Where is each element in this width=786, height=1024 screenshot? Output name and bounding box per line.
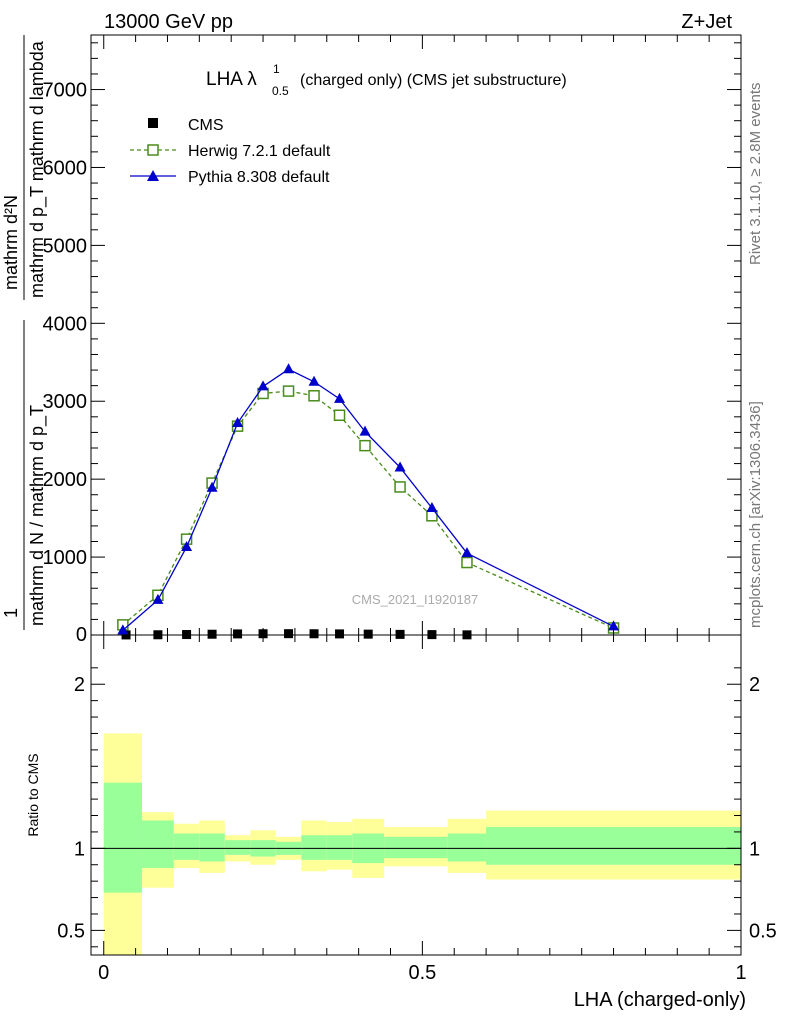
ratio-band-green (384, 836, 416, 859)
cms-point (363, 629, 373, 639)
ratio-ytick-label-right: 2 (749, 674, 760, 696)
pythia-point (181, 540, 193, 551)
ratio-panel: 0.5 0.51 12 2 0 0.5 1 Ratio to CMS LHA (charg… (25, 634, 777, 1011)
main-ytick-label: 4000 (43, 313, 88, 335)
pythia-point (308, 375, 320, 386)
herwig-point (333, 409, 346, 422)
plot-title: LHA λ 1 0.5 (charged only) (CMS jet subs… (206, 62, 567, 98)
pythia-point (394, 461, 406, 472)
legend-cms-label: CMS (188, 117, 224, 134)
ratio-frame (90, 634, 742, 956)
ratio-band-green (141, 820, 174, 869)
cms-point (207, 629, 217, 639)
pythia-point (232, 417, 244, 428)
ratio-band-green (173, 833, 200, 860)
ratio-y-label: Ratio to CMS (25, 753, 41, 836)
ratio-ytick-label: 0.5 (57, 920, 85, 942)
x-axis-label: LHA (charged-only) (574, 989, 746, 1011)
herwig-point (308, 390, 320, 402)
ratio-band-green (326, 835, 353, 860)
pythia-point (283, 363, 295, 374)
title-superscript: 1 (273, 62, 280, 76)
main-ytick-label: 3000 (43, 391, 88, 413)
y-label-numerator: mathrm d²N (1, 195, 21, 290)
y-label-denominator: mathrm d p_T mathrm d lambda (27, 40, 48, 298)
y-label-prefix-denominator: mathrm d N / mathrm d p_T (27, 405, 48, 626)
ratio-xtick-label: 1 (735, 962, 746, 984)
main-ytick-label: 6000 (43, 157, 88, 179)
herwig-point (394, 481, 406, 493)
pythia-point (257, 380, 269, 391)
main-y-label: 1 mathrm d N / mathrm d p_T mathrm d²N m… (1, 35, 48, 630)
pythia-point (461, 547, 473, 558)
energy-label: 13000 GeV pp (104, 11, 233, 33)
cms-point (395, 629, 405, 639)
pythia-point (426, 501, 438, 512)
rivet-label: Rivet 3.1.10, ≥ 2.8M events (747, 83, 764, 266)
ratio-y-axis: 0.5 0.5 1 1 2 2 (57, 667, 777, 948)
ratio-band-green (486, 827, 741, 865)
process-label: Z+Jet (681, 11, 732, 33)
series-line-2 (122, 368, 614, 631)
pythia-point (359, 425, 371, 436)
ratio-ytick-label-right: 0.5 (749, 920, 777, 942)
title-suffix: (charged only) (CMS jet substructure) (300, 72, 567, 89)
mcplots-label: mcplots.cern.ch [arXiv:1306.3436] (747, 401, 764, 628)
legend-herwig-label: Herwig 7.2.1 default (188, 143, 331, 160)
y-label-prefix-numerator: 1 (1, 608, 21, 618)
pythia-point (334, 392, 346, 403)
main-ytick-label-zero: 0 (76, 624, 87, 646)
main-ytick-label: 7000 (43, 80, 88, 102)
title-subscript: 0.5 (272, 84, 289, 98)
legend-pythia-marker (147, 170, 159, 181)
main-series-layer (117, 363, 620, 640)
legend-pythia-label: Pythia 8.308 default (188, 169, 330, 186)
series-line-1 (122, 390, 614, 629)
ratio-xtick-label: 0 (98, 962, 109, 984)
main-ytick-label: 2000 (43, 469, 88, 491)
title-main: LHA λ (206, 69, 257, 90)
herwig-point (359, 439, 371, 452)
main-ytick-label: 5000 (43, 235, 88, 257)
legend-cms-marker (148, 118, 158, 128)
main-panel: 1000 2000 3000 4000 5000 6000 7000 0 LHA λ 1 0.… (43, 34, 742, 646)
ratio-xtick-label: 0.5 (408, 962, 436, 984)
pythia-point (117, 624, 129, 635)
ratio-ytick-label: 2 (74, 674, 85, 696)
main-y-axis: 1000 2000 3000 4000 5000 6000 7000 0 (43, 42, 741, 646)
pythia-point (206, 481, 218, 492)
cms-point (284, 629, 294, 639)
ratio-band-green (224, 840, 251, 855)
ratio-band-green (301, 835, 327, 860)
legend: CMS Herwig 7.2.1 default Pythia 8.308 de… (130, 117, 331, 186)
herwig-point (461, 556, 473, 569)
main-ytick-label: 1000 (43, 547, 88, 569)
ratio-ytick-label: 1 (74, 838, 85, 860)
herwig-point (282, 385, 295, 397)
ratio-band-green (447, 833, 487, 862)
cms-point (335, 629, 345, 639)
ratio-band-green (416, 836, 448, 859)
ratio-band-green (103, 782, 142, 893)
main-x-ticks (103, 35, 742, 635)
cms-point (233, 629, 243, 639)
watermark: CMS_2021_I1920187 (352, 592, 479, 607)
cms-point (309, 629, 319, 639)
ratio-bands (103, 733, 741, 955)
ratio-band-green (199, 833, 225, 862)
pythia-point (152, 593, 164, 604)
ratio-x-axis: 0 0.5 1 (98, 635, 747, 984)
legend-herwig-marker (147, 144, 159, 156)
ratio-ytick-label-right: 1 (749, 838, 760, 860)
pythia-point (608, 620, 620, 631)
